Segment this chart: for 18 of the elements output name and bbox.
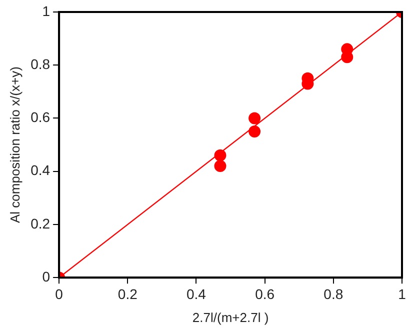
x-tick-label: 0.4 bbox=[186, 286, 206, 302]
y-tick-label: 0.6 bbox=[30, 109, 50, 126]
x-tick-label: 0 bbox=[55, 286, 64, 302]
x-tick-label: 0.6 bbox=[255, 286, 275, 302]
point bbox=[214, 149, 226, 162]
y-tick-label: 1 bbox=[42, 2, 50, 19]
y-tick-label: 0.8 bbox=[30, 56, 50, 72]
x-tick-label: 0.8 bbox=[324, 286, 344, 302]
x-tick-label: 1 bbox=[398, 286, 406, 302]
x-axis-title: 2.7l/(m+2.7l ) bbox=[192, 310, 269, 325]
y-tick-label: 0.4 bbox=[30, 162, 50, 178]
point bbox=[248, 112, 261, 124]
y-tick-label: 0.2 bbox=[30, 215, 50, 232]
y-tick-label: 0 bbox=[42, 268, 50, 284]
point bbox=[214, 160, 226, 172]
point bbox=[248, 126, 261, 138]
y-axis-title: Al composition ratio x/(x+y) bbox=[7, 66, 22, 224]
x-tick-label: 0.2 bbox=[118, 286, 138, 302]
